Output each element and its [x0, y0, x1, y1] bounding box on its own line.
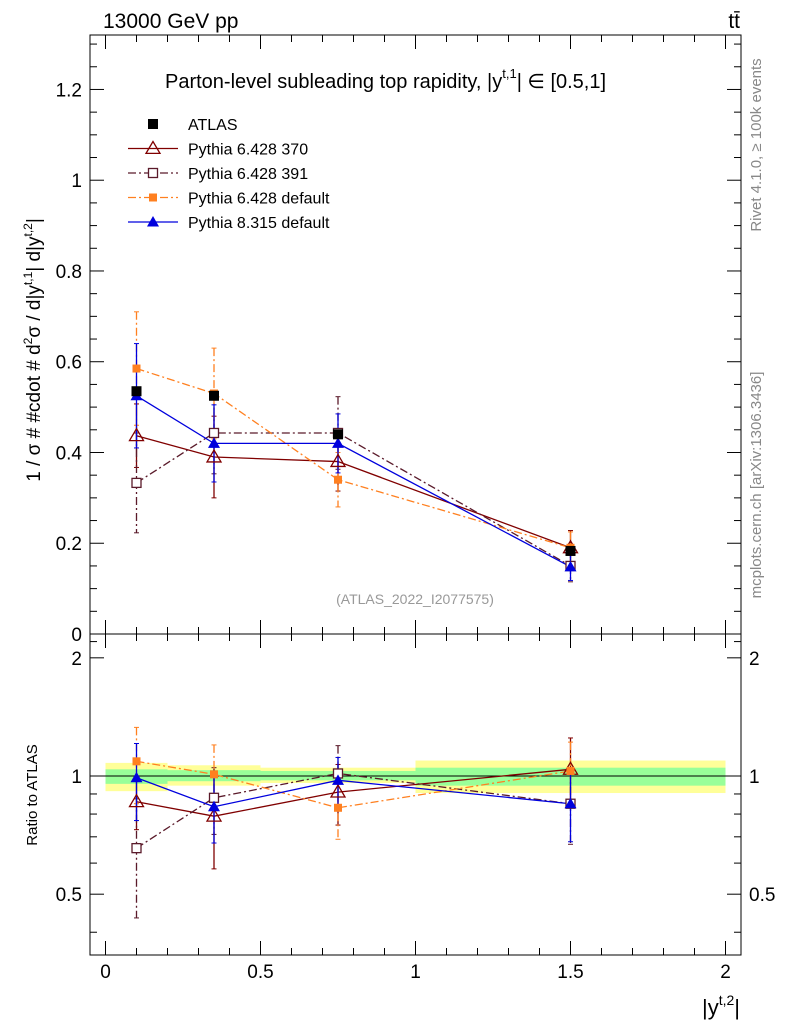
ratio-plot-frame [89, 633, 742, 956]
legend: ATLAS Pythia 6.428 370 Pythia 6.428 391 Pyt… [128, 117, 330, 232]
ratio-data-point [334, 803, 342, 812]
legend-marker [147, 216, 159, 227]
main-series-line [136, 432, 571, 567]
ratio-y-axis-label: Ratio to ATLAS [24, 744, 41, 845]
main-y-axis: 0 0.2 0.4 0.6 0.8 1 1.2 [56, 43, 741, 646]
main-data-point [131, 477, 142, 489]
main-y-tick-label: 0 [71, 625, 82, 646]
analysis-watermark: (ATLAS_2022_I2077575) [336, 591, 494, 607]
x-axis-label: |yt,2| [702, 992, 740, 1020]
main-data-point [333, 429, 343, 440]
ratio-series-group [128, 726, 579, 919]
ratio-y-tick-label: 2 [71, 649, 82, 670]
rivet-version-label: Rivet 4.1.0, ≥ 100k events [748, 58, 765, 231]
main-data-point [334, 475, 342, 484]
main-data-point [565, 545, 576, 556]
energy-label: 13000 GeV pp [103, 10, 238, 33]
main-series-line [136, 367, 571, 549]
legend-entry-label: Pythia 6.428 370 [188, 142, 308, 159]
main-plot-title: Parton-level subleading top rapidity, |y… [165, 66, 606, 93]
main-panel: 0 0.2 0.4 0.6 0.8 1 1.2 Parton-level subleadin… [21, 34, 742, 646]
ratio-series-line [136, 772, 571, 849]
ratio-y-tick-label-right: 2 [749, 649, 760, 670]
main-y-axis-label: 1 / σ # #cdot # d2σ / d|yt,1| d|yt,2| [21, 218, 45, 482]
legend-marker [147, 167, 159, 179]
ratio-data-point [210, 770, 218, 779]
ratio-data-point [332, 774, 344, 785]
main-data-point [332, 437, 344, 448]
ratio-series-line [136, 777, 571, 808]
ratio-panel: 0.5 0.5 1 1 2 2 0 0.5 1 1.5 2 Ratio to ATLAS |yt,… [24, 633, 775, 1020]
ratio-x-axis: 0 0.5 1 1.5 2 [100, 634, 731, 983]
main-x-axis [105, 35, 726, 634]
x-tick-label: 0 [100, 962, 111, 983]
ratio-y-tick-label: 1 [71, 767, 82, 788]
main-y-tick-label: 1.2 [56, 80, 82, 101]
ratio-data-point [131, 842, 142, 854]
legend-marker [149, 193, 157, 202]
main-data-point [208, 437, 220, 448]
x-tick-label: 1 [410, 962, 421, 983]
ratio-series-line [136, 768, 571, 817]
x-tick-label: 1.5 [557, 962, 583, 983]
source-label: mcplots.cern.ch [arXiv:1306.3436] [748, 372, 765, 599]
ratio-y-axis: 0.5 0.5 1 1 2 2 [56, 641, 775, 933]
ratio-data-point [128, 793, 145, 808]
ratio-data-point [205, 807, 223, 822]
main-data-point [205, 448, 223, 463]
main-series-group [128, 311, 579, 583]
ratio-data-point [132, 757, 141, 766]
main-data-point [564, 560, 577, 572]
main-data-point [208, 427, 220, 439]
ratio-data-point [566, 766, 575, 775]
main-data-point [128, 427, 145, 442]
main-series-line [136, 435, 571, 549]
main-data-point [131, 386, 142, 397]
main-y-tick-label: 0.6 [56, 353, 82, 374]
ratio-y-tick-label: 0.5 [56, 885, 82, 906]
legend-entry-label: Pythia 6.428 default [188, 191, 330, 208]
legend-entry-label: ATLAS [188, 117, 238, 134]
legend-marker [144, 140, 162, 155]
main-data-point [132, 364, 141, 373]
ratio-data-point [208, 800, 220, 812]
legend-marker [148, 119, 158, 129]
main-y-tick-label: 0.4 [56, 443, 83, 464]
main-y-tick-label: 0.2 [56, 534, 82, 555]
x-tick-label: 0.5 [247, 962, 273, 983]
main-y-tick-label: 0.8 [56, 262, 82, 283]
ratio-y-tick-label-right: 1 [749, 767, 760, 788]
process-label: tt̄ [728, 10, 740, 33]
main-data-point [209, 390, 219, 401]
main-data-point [329, 453, 347, 468]
x-tick-label: 2 [720, 962, 731, 983]
legend-entry-label: Pythia 8.315 default [188, 215, 330, 232]
main-y-tick-label: 1 [71, 171, 82, 192]
ratio-series-line [136, 760, 571, 809]
ratio-data-point [564, 797, 577, 809]
ratio-data-point [130, 771, 143, 783]
ratio-y-tick-label-right: 0.5 [749, 885, 775, 906]
main-series-line [136, 395, 571, 568]
ratio-data-point [329, 783, 347, 798]
legend-entry-label: Pythia 6.428 391 [188, 166, 308, 183]
